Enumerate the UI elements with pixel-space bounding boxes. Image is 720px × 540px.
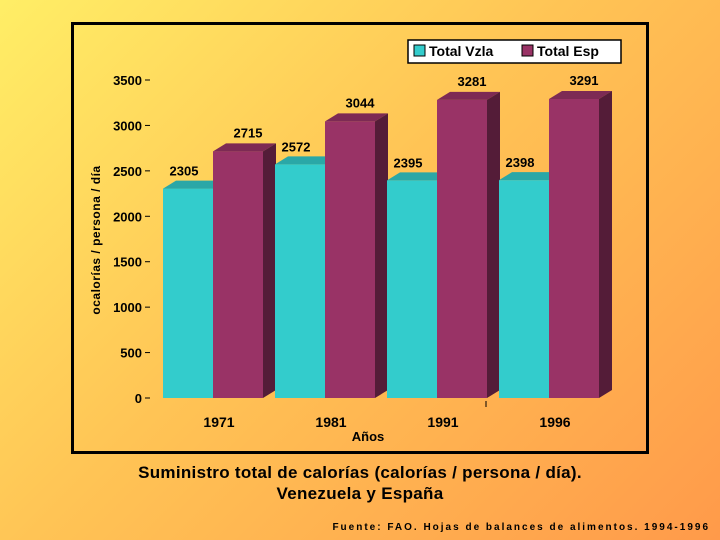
bar-front [387, 180, 437, 398]
y-tick-label: 2500 [113, 164, 142, 179]
bar-value-label: 2395 [394, 155, 423, 170]
caption-line-1: Suministro total de calorías (calorías /… [138, 463, 582, 482]
legend-swatch [413, 44, 426, 57]
bar-top [549, 90, 612, 99]
bar-top [163, 180, 226, 189]
legend-label: Total Vzla [429, 43, 494, 59]
y-tick-label: 3500 [113, 73, 142, 88]
bar-top [437, 91, 500, 100]
x-tick-label: 1971 [203, 414, 234, 430]
y-tick-label: 2000 [113, 209, 142, 224]
bar-value-label: 3281 [458, 74, 487, 89]
bar-value-label: 2572 [282, 139, 311, 154]
bar-value-label: 2398 [506, 155, 535, 170]
bar-side [599, 90, 612, 399]
x-axis-title: Años [352, 429, 385, 444]
bar-side [263, 143, 276, 398]
y-tick-label: 1500 [113, 255, 142, 270]
bar-side [375, 113, 388, 399]
chart-caption: Suministro total de calorías (calorías /… [0, 462, 720, 504]
bar-top [499, 172, 562, 181]
x-tick-label: 1996 [539, 414, 570, 430]
bar-front [437, 99, 487, 399]
bar-front [325, 121, 375, 399]
bar-front [275, 164, 325, 398]
y-tick-label: 500 [120, 346, 142, 361]
y-tick-label: 1000 [113, 300, 142, 315]
bar-top [213, 143, 276, 152]
caption-line-2: Venezuela y España [276, 484, 444, 503]
bar-chart: 0 500 1000 1500 2000 2500 3000 3500 ocalorías / … [89, 39, 622, 444]
bar-value-label: 2305 [170, 164, 199, 179]
bar-front [549, 98, 599, 399]
y-tick-label: 3000 [113, 118, 142, 133]
bar-value-label: 3044 [346, 95, 376, 110]
bar-top [325, 113, 388, 122]
bar-value-label: 3291 [570, 73, 599, 88]
chart-frame [71, 22, 649, 454]
x-tick-label: 1991 [427, 414, 458, 430]
bar-front [163, 188, 213, 398]
x-tick-label: 1981 [315, 414, 346, 430]
y-tick-label: 0 [135, 391, 142, 406]
bar-side [487, 91, 500, 399]
y-axis-title: ocalorías / persona / día [89, 165, 103, 314]
bar-top [275, 156, 338, 165]
source-note: Fuente: FAO. Hojas de balances de alimen… [332, 522, 710, 533]
bar-top [387, 172, 450, 181]
legend-swatch [521, 44, 534, 57]
legend-box [407, 39, 622, 64]
bar-front [213, 151, 263, 398]
bar-value-label: 2715 [234, 125, 263, 140]
bar-front [499, 180, 549, 398]
legend-label: Total Esp [537, 43, 599, 59]
